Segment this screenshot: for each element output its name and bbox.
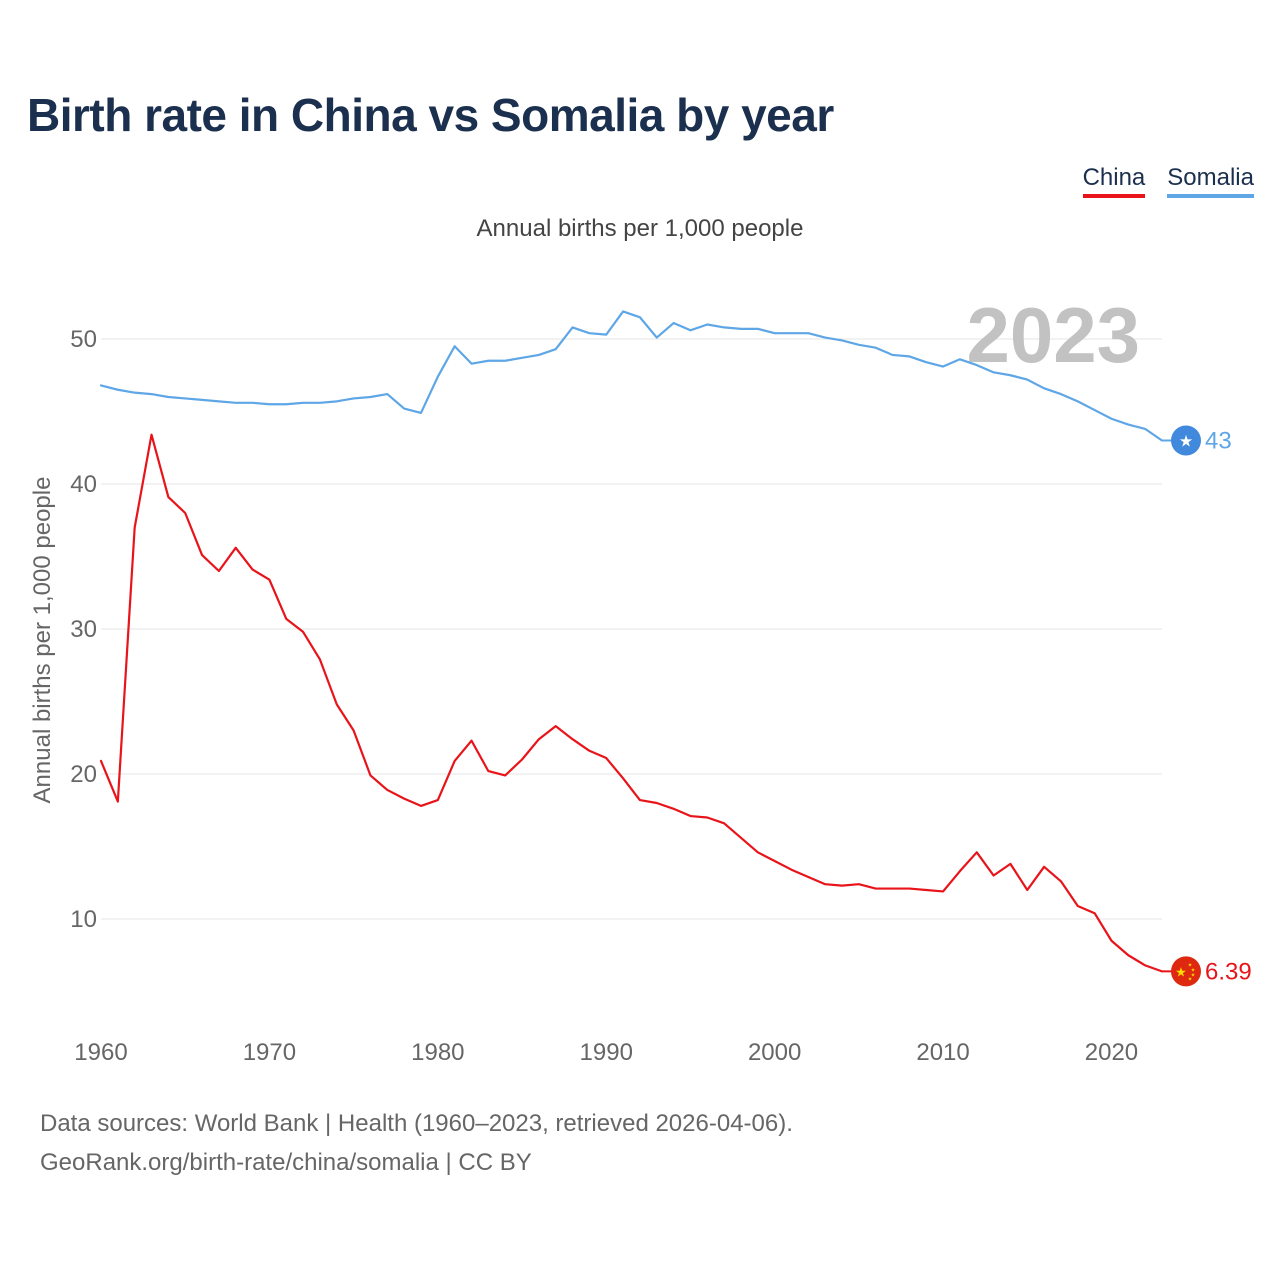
source-line-1: Data sources: World Bank | Health (1960–…	[40, 1110, 793, 1137]
end-value-label-somalia: 43	[1205, 428, 1232, 455]
flag-small-star: ★	[1188, 976, 1193, 982]
somalia-flag-icon[interactable]: ★	[1171, 425, 1201, 456]
source-line-2[interactable]: GeoRank.org/birth-rate/china/somalia | C…	[40, 1149, 532, 1176]
x-tick-label: 2020	[1085, 1039, 1138, 1066]
flag-circle	[1171, 956, 1201, 987]
series-line-china[interactable]	[99, 433, 1164, 973]
end-value-label-china: 6.39	[1205, 958, 1252, 985]
flag-circle	[1171, 425, 1201, 456]
china-flag-icon[interactable]: ★ ★★★★	[1171, 956, 1201, 987]
y-axis-label: Annual births per 1,000 people	[29, 477, 56, 804]
chart-title: Birth rate in China vs Somalia by year	[27, 89, 834, 141]
x-tick-label: 1990	[580, 1039, 633, 1066]
legend-item-china[interactable]: China	[1082, 164, 1146, 198]
flag-small-star: ★	[1188, 962, 1193, 968]
y-tick-label: 50	[70, 326, 97, 353]
legend-item-somalia[interactable]: Somalia	[1167, 164, 1254, 198]
legend: China Somalia	[1082, 164, 1254, 198]
x-tick-label: 1970	[243, 1039, 296, 1066]
end-markers: ★ ★★★★ 6.39★ 43	[1162, 425, 1252, 987]
x-tick-label: 2000	[748, 1039, 801, 1066]
flag-small-star: ★	[1191, 972, 1196, 978]
y-tick-label: 30	[70, 616, 97, 643]
flag-star: ★	[1179, 432, 1193, 451]
grid-lines	[101, 338, 1162, 920]
series-line-somalia[interactable]	[99, 310, 1164, 442]
x-tick-label: 1960	[74, 1039, 127, 1066]
x-axis-ticks: 1960 1970 1980 1990 2000 2010 2020	[74, 1039, 1138, 1066]
year-watermark: 2023	[966, 291, 1140, 379]
flag-star: ★	[1175, 965, 1187, 980]
y-tick-label: 20	[70, 761, 97, 788]
source-note: Data sources: World Bank | Health (1960–…	[40, 1104, 793, 1182]
x-tick-label: 1980	[411, 1039, 464, 1066]
y-axis-ticks: 10 20 30 40 50	[70, 326, 97, 933]
y-tick-label: 10	[70, 906, 97, 933]
y-tick-label: 40	[70, 471, 97, 498]
series-lines	[99, 310, 1164, 973]
x-tick-label: 2010	[916, 1039, 969, 1066]
flag-small-star: ★	[1191, 967, 1196, 973]
chart-subtitle: Annual births per 1,000 people	[476, 215, 804, 242]
